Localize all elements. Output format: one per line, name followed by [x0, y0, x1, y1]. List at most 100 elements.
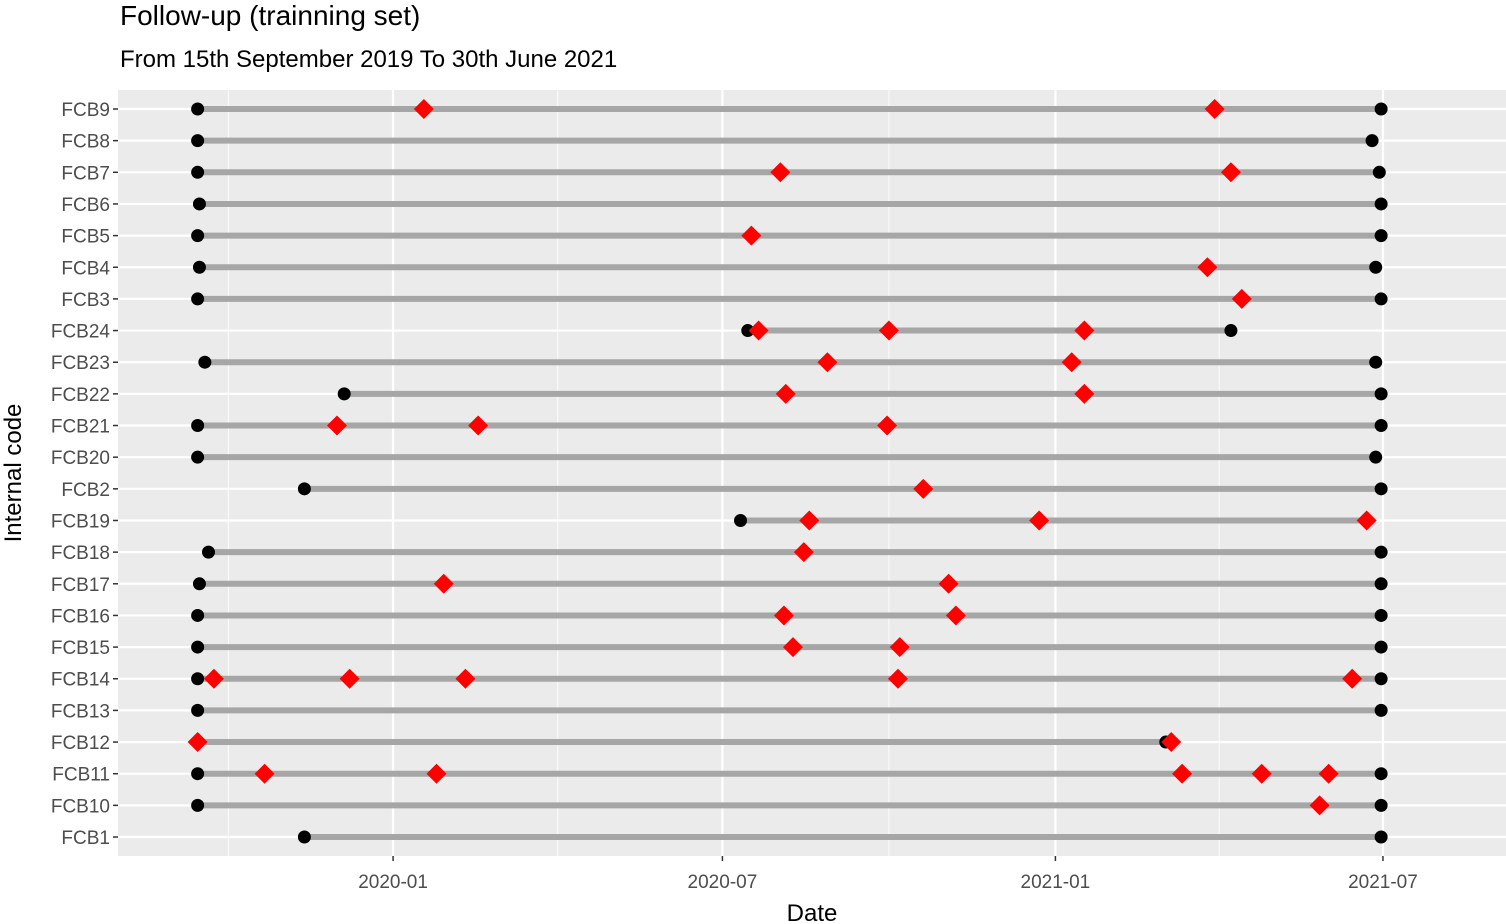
- y-tick-label: FCB16: [51, 606, 110, 627]
- event-marker: [254, 763, 275, 784]
- event-marker: [775, 383, 796, 404]
- event-marker: [1356, 510, 1377, 531]
- start-point: [191, 292, 205, 306]
- event-marker: [413, 98, 434, 119]
- series-fcb13: [191, 703, 1388, 717]
- series-fcb16: [191, 605, 1388, 626]
- series-fcb19: [734, 510, 1377, 531]
- end-point: [1374, 387, 1388, 401]
- start-point: [192, 197, 206, 211]
- end-point: [1374, 229, 1388, 243]
- x-tick-label: 2020-07: [688, 872, 758, 893]
- end-point: [1374, 767, 1388, 781]
- axes: 2020-01 2020-07 2021-01 2021-07 FCB1 FCB10 FCB…: [51, 100, 1418, 893]
- y-tick-label: FCB6: [61, 195, 110, 216]
- y-tick-label: FCB18: [51, 543, 110, 564]
- event-marker: [770, 162, 791, 183]
- start-point: [191, 102, 205, 116]
- y-tick-label: FCB10: [51, 796, 110, 817]
- start-point: [297, 482, 311, 496]
- end-point: [1374, 830, 1388, 844]
- event-marker: [468, 415, 489, 436]
- y-tick-label: FCB23: [51, 353, 110, 374]
- event-marker: [889, 637, 910, 658]
- start-point: [191, 134, 205, 148]
- end-point: [1224, 324, 1238, 338]
- chart-title: Follow-up (trainning set): [120, 0, 420, 31]
- start-point: [191, 703, 205, 717]
- x-axis-title: Date: [787, 900, 838, 924]
- event-marker: [793, 542, 814, 563]
- series-fcb7: [191, 162, 1386, 183]
- series-layer: [187, 98, 1388, 844]
- y-tick-label: FCB13: [51, 701, 110, 722]
- start-point: [201, 545, 215, 559]
- event-marker: [1204, 98, 1225, 119]
- y-tick-label: FCB7: [61, 163, 110, 184]
- series-fcb1: [297, 830, 1388, 844]
- event-marker: [817, 352, 838, 373]
- end-point: [1374, 545, 1388, 559]
- y-tick-label: FCB11: [52, 765, 110, 786]
- series-fcb5: [191, 225, 1388, 246]
- event-marker: [1251, 763, 1272, 784]
- event-marker: [1074, 383, 1095, 404]
- event-marker: [1161, 732, 1182, 753]
- event-marker: [1220, 162, 1241, 183]
- end-point: [1374, 798, 1388, 812]
- end-point: [1374, 419, 1388, 433]
- y-tick-label: FCB20: [51, 448, 110, 469]
- end-point: [1374, 703, 1388, 717]
- series-fcb20: [191, 450, 1383, 464]
- y-tick-label: FCB22: [51, 385, 110, 406]
- plot-panel: [118, 90, 1506, 856]
- start-point: [191, 672, 205, 686]
- event-marker: [1318, 763, 1339, 784]
- series-fcb18: [201, 542, 1388, 563]
- start-point: [191, 767, 205, 781]
- event-marker: [938, 573, 959, 594]
- series-fcb15: [191, 637, 1388, 658]
- event-marker: [1197, 257, 1218, 278]
- start-point: [191, 229, 205, 243]
- event-marker: [773, 605, 794, 626]
- series-fcb24: [741, 320, 1238, 341]
- series-fcb12: [187, 732, 1182, 753]
- end-point: [1374, 197, 1388, 211]
- y-tick-label: FCB4: [61, 258, 110, 279]
- series-fcb22: [337, 383, 1388, 404]
- event-marker: [433, 573, 454, 594]
- x-tick-label: 2021-01: [1021, 872, 1091, 893]
- event-marker: [1309, 795, 1330, 816]
- series-fcb10: [191, 795, 1388, 816]
- y-tick-label: FCB1: [61, 828, 110, 849]
- start-point: [191, 798, 205, 812]
- event-marker: [426, 763, 447, 784]
- chart-subtitle: From 15th September 2019 To 30th June 20…: [120, 46, 617, 73]
- series-fcb17: [192, 573, 1388, 594]
- series-fcb14: [191, 668, 1388, 689]
- end-point: [1374, 577, 1388, 591]
- event-marker: [326, 415, 347, 436]
- start-point: [191, 165, 205, 179]
- series-fcb2: [297, 478, 1388, 499]
- series-fcb3: [191, 288, 1388, 309]
- event-marker: [877, 415, 898, 436]
- start-point: [191, 640, 205, 654]
- event-marker: [782, 637, 803, 658]
- y-tick-label: FCB15: [51, 638, 110, 659]
- y-tick-label: FCB21: [51, 417, 110, 438]
- series-fcb4: [192, 257, 1383, 278]
- y-tick-label: FCB2: [61, 480, 110, 501]
- end-point: [1365, 134, 1379, 148]
- series-fcb9: [191, 98, 1388, 119]
- y-tick-label: FCB8: [61, 132, 110, 153]
- y-axis-title: Internal code: [0, 404, 27, 543]
- event-marker: [1231, 288, 1252, 309]
- start-point: [741, 324, 755, 338]
- start-point: [198, 355, 212, 369]
- start-point: [191, 608, 205, 622]
- event-marker: [339, 668, 360, 689]
- event-marker: [1029, 510, 1050, 531]
